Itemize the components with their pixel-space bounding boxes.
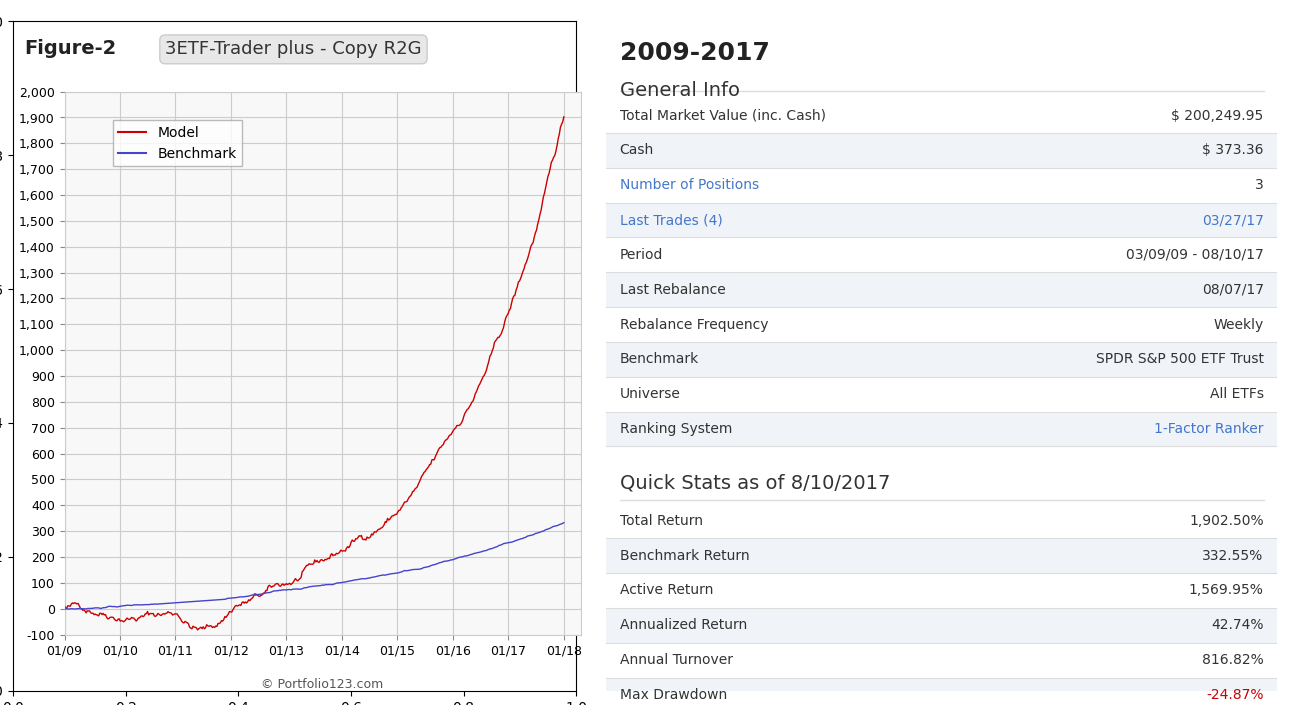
Text: 42.74%: 42.74% [1211, 618, 1264, 632]
FancyBboxPatch shape [606, 342, 1277, 376]
Text: © Portfolio123.com: © Portfolio123.com [262, 678, 383, 691]
Text: Total Market Value (inc. Cash): Total Market Value (inc. Cash) [619, 109, 826, 123]
Text: Last Trades (4): Last Trades (4) [619, 213, 722, 227]
Text: $ 373.36: $ 373.36 [1202, 143, 1264, 157]
FancyBboxPatch shape [606, 538, 1277, 573]
Text: SPDR S&P 500 ETF Trust: SPDR S&P 500 ETF Trust [1095, 352, 1264, 367]
Text: Period: Period [619, 248, 663, 262]
Text: Figure-2: Figure-2 [25, 39, 116, 58]
Text: $ 200,249.95: $ 200,249.95 [1171, 109, 1264, 123]
Text: 03/27/17: 03/27/17 [1202, 213, 1264, 227]
Text: Benchmark Return: Benchmark Return [619, 548, 749, 563]
Text: Max Drawdown: Max Drawdown [619, 688, 728, 702]
FancyBboxPatch shape [606, 202, 1277, 238]
FancyBboxPatch shape [606, 133, 1277, 168]
Text: 1,569.95%: 1,569.95% [1189, 584, 1264, 597]
FancyBboxPatch shape [606, 272, 1277, 307]
Text: 1-Factor Ranker: 1-Factor Ranker [1155, 422, 1264, 436]
Text: Active Return: Active Return [619, 584, 713, 597]
Text: Total Return: Total Return [619, 514, 703, 528]
Text: Quick Stats as of 8/10/2017: Quick Stats as of 8/10/2017 [619, 473, 890, 492]
Text: 08/07/17: 08/07/17 [1202, 283, 1264, 297]
Text: 1,902.50%: 1,902.50% [1189, 514, 1264, 528]
Text: Ranking System: Ranking System [619, 422, 733, 436]
Legend: Model, Benchmark: Model, Benchmark [112, 121, 243, 166]
Text: 3: 3 [1255, 178, 1264, 192]
Text: Annual Turnover: Annual Turnover [619, 653, 733, 667]
Text: 2009-2017: 2009-2017 [619, 41, 770, 66]
Text: All ETFs: All ETFs [1210, 387, 1264, 401]
Text: Annualized Return: Annualized Return [619, 618, 747, 632]
FancyBboxPatch shape [606, 608, 1277, 643]
Text: Last Rebalance: Last Rebalance [619, 283, 725, 297]
FancyBboxPatch shape [606, 678, 1277, 705]
Text: Weekly: Weekly [1214, 317, 1264, 331]
Text: 3ETF-Trader plus - Copy R2G: 3ETF-Trader plus - Copy R2G [165, 40, 422, 59]
FancyBboxPatch shape [606, 412, 1277, 446]
Text: Number of Positions: Number of Positions [619, 178, 759, 192]
Text: General Info: General Info [619, 81, 739, 100]
Text: Cash: Cash [619, 143, 654, 157]
Text: -24.87%: -24.87% [1206, 688, 1264, 702]
Text: 816.82%: 816.82% [1202, 653, 1264, 667]
Text: Rebalance Frequency: Rebalance Frequency [619, 317, 769, 331]
Text: 03/09/09 - 08/10/17: 03/09/09 - 08/10/17 [1126, 248, 1264, 262]
Text: 332.55%: 332.55% [1202, 548, 1264, 563]
Text: Benchmark: Benchmark [619, 352, 699, 367]
Text: Universe: Universe [619, 387, 681, 401]
